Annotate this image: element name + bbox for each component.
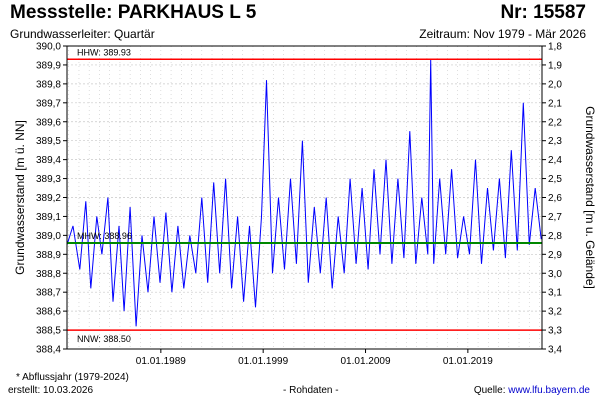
y2-tick-label: 3,1 <box>548 288 562 299</box>
y2-tick-label: 1,8 <box>548 42 562 53</box>
x-tick-label: 01.01.2019 <box>443 356 493 367</box>
y-tick-label: 389,8 <box>36 79 61 90</box>
y-tick-label: 389,2 <box>36 193 61 204</box>
station-title: Messstelle: PARKHAUS L 5 <box>10 2 257 23</box>
y-tick-label: 388,4 <box>36 345 61 356</box>
y-tick-label: 389,5 <box>36 136 61 147</box>
y-tick-label: 389,0 <box>36 231 61 242</box>
y-tick-label: 389,1 <box>36 212 61 223</box>
y2-tick-label: 3,3 <box>548 326 562 337</box>
y-tick-label: 388,6 <box>36 307 61 318</box>
series-line <box>66 59 542 327</box>
y-tick-label: 388,5 <box>36 326 61 337</box>
y-tick-label: 389,6 <box>36 117 61 128</box>
y-tick-label: 389,9 <box>36 60 61 71</box>
y-tick-label: 388,9 <box>36 250 61 261</box>
x-tick-label: 01.01.2009 <box>340 356 390 367</box>
y-tick-label: 389,4 <box>36 155 61 166</box>
plot-frame <box>66 45 543 350</box>
y2-tick-label: 2,8 <box>548 231 562 242</box>
y2-tick-label: 2,5 <box>548 174 562 185</box>
y-tick-label: 390,0 <box>36 42 61 53</box>
source-label: Quelle: <box>473 385 509 396</box>
footnote: * Abflussjahr (1979-2024) <box>16 372 129 383</box>
y2-tick-label: 1,9 <box>548 60 562 71</box>
y2-tick-label: 2,1 <box>548 98 562 109</box>
y2-tick-label: 2,4 <box>548 155 562 166</box>
aquifer-label: Grundwasserleiter: Quartär <box>10 27 155 41</box>
y2-tick-label: 2,3 <box>548 136 562 147</box>
y2-tick-label: 3,0 <box>548 269 562 280</box>
y-tick-label: 389,3 <box>36 174 61 185</box>
y-axis-title: Grundwasserstand [m ü. NN] <box>13 120 27 275</box>
y-tick-label: 388,7 <box>36 288 61 299</box>
nnw-label: NNW: 388.50 <box>77 334 131 344</box>
y2-tick-label: 3,4 <box>548 345 562 356</box>
y2-axis-title: Grundwasserstand [m u. Gelände] <box>583 106 597 289</box>
y2-tick-label: 2,9 <box>548 250 562 261</box>
y2-tick-label: 2,2 <box>548 117 562 128</box>
y2-tick-label: 2,6 <box>548 193 562 204</box>
y2-tick-label: 2,0 <box>548 79 562 90</box>
hhw-label: HHW: 389.93 <box>77 47 131 57</box>
x-tick-label: 01.01.1999 <box>238 356 288 367</box>
source: Quelle: www.lfu.bayern.de <box>474 385 590 396</box>
y-tick-label: 389,7 <box>36 98 61 109</box>
mhw-label: MHW: 388.96 <box>77 231 132 241</box>
station-number: Nr: 15587 <box>500 2 586 23</box>
x-tick-label: 01.01.1989 <box>136 356 186 367</box>
y2-tick-label: 3,2 <box>548 307 562 318</box>
y2-tick-label: 2,7 <box>548 212 562 223</box>
y-tick-label: 388,8 <box>36 269 61 280</box>
period-label: Zeitraum: Nov 1979 - Mär 2026 <box>419 27 586 41</box>
source-link[interactable]: www.lfu.bayern.de <box>508 385 590 396</box>
created-date: erstellt: 10.03.2026 <box>8 385 94 396</box>
raw-data-note: - Rohdaten - <box>283 385 339 396</box>
